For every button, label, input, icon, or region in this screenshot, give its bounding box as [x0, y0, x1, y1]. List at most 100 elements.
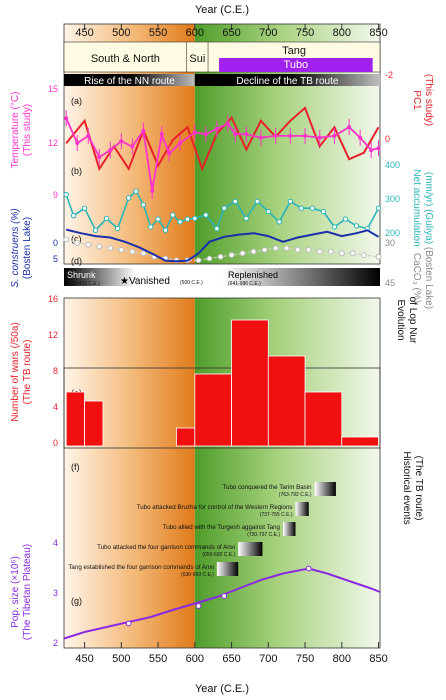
bottom-tick-label: 600: [186, 653, 204, 665]
event-label: Tubo attacked the four garrison commands…: [97, 544, 235, 551]
wars-bar: [267, 355, 306, 447]
pop-axis-subtitle: (The Tibetan Plateau): [22, 544, 33, 640]
top-tick-label: 500: [112, 27, 130, 39]
caco3-point: [375, 253, 382, 260]
wars-bar: [194, 373, 232, 447]
temperature-point: [141, 128, 146, 133]
event-years: (763-792 C.E.): [279, 492, 312, 498]
lop-nur-vanished-label: ★Vanished: [120, 276, 170, 287]
event-label: Tang established the four garrison comma…: [68, 564, 214, 571]
bottom-axis-ticks: 450 500 550 600 650 700 750 800 850: [75, 642, 388, 665]
caco3-point: [195, 257, 202, 264]
temperature-point: [150, 188, 155, 193]
temperature-point: [159, 132, 164, 137]
net-accumulation-point: [309, 205, 316, 211]
left-axis-ticks: 15 12 9 0 5 16 12 8 4 0 4 3 2: [48, 84, 58, 648]
temperature-point: [64, 116, 69, 121]
wars-tick-12: 12: [48, 330, 58, 340]
event-label: Tubo conquered the Tarim Basin: [223, 484, 313, 491]
lop-nur-shrunk-label: Shrunk: [67, 270, 96, 280]
wars-axis-subtitle: (The TB route): [22, 340, 33, 405]
wars-tick-16: 16: [48, 294, 58, 304]
top-tick-label: 750: [296, 27, 314, 39]
temperature-point: [288, 133, 293, 138]
temperature-point: [317, 135, 322, 140]
event-years: (737-755 C.E.): [260, 512, 293, 518]
right-axis-titles: PC1 (This study) Net accumulation (mm/yr…: [395, 74, 434, 525]
caco3-point: [63, 236, 70, 243]
wars-tick-4: 4: [53, 402, 58, 412]
event-label: Tubo allied with the Turgesh aggainst Ta…: [163, 524, 281, 531]
caco3-point: [305, 246, 312, 253]
acc-axis-title: Net accumulation: [411, 169, 422, 246]
event-label: Tubo attacked Bruzha for control of the …: [137, 504, 293, 511]
caco3-axis-title: CaCO₃ (%): [411, 253, 422, 303]
caco3-point: [107, 245, 114, 252]
route-bar-nn: [64, 74, 195, 86]
net-accumulation-point: [177, 219, 183, 225]
temperature-point: [108, 148, 113, 153]
caco3-point: [316, 248, 323, 255]
panel-letter-d: (d): [71, 256, 82, 266]
net-accumulation-point: [254, 198, 260, 205]
caco3-point: [228, 252, 235, 258]
lop-nur-shrunk-bar: [64, 268, 136, 286]
net-accumulation-point: [276, 219, 283, 225]
dynasty-labels: South & North Sui Tang: [91, 42, 306, 72]
caco3-point: [140, 250, 147, 257]
bottom-tick-label: 500: [112, 653, 130, 665]
net-accumulation-point: [375, 205, 382, 211]
net-accumulation-point: [243, 215, 249, 222]
left-axis-titles: Temperature (°C) (This study) S. constru…: [10, 92, 33, 640]
wars-bar: [65, 391, 85, 447]
route-bar-tb: [194, 74, 380, 86]
caco3-tick-30: 30: [385, 238, 395, 248]
temperature-point: [347, 125, 352, 130]
net-accumulation-point: [353, 223, 360, 229]
wars-bar: [341, 436, 379, 447]
temperature-point: [233, 132, 238, 137]
temperature-point: [303, 133, 308, 138]
net-accumulation-point: [170, 212, 176, 218]
wars-bar: [231, 319, 269, 447]
temperature-point: [75, 141, 80, 145]
bottom-tick-label: 450: [75, 653, 93, 665]
wars-bar: [304, 391, 343, 447]
events-axis-title: Historical events: [401, 451, 412, 524]
lop-nur-shrunk-years: (360-470 C.E.): [67, 281, 100, 287]
temperature-point: [119, 139, 124, 144]
caco3-point: [283, 245, 290, 252]
tubo-bar: [219, 58, 373, 72]
pop-size-point: [221, 593, 228, 599]
bottom-panel-frame: [63, 367, 381, 649]
acc-tick-300: 300: [385, 194, 400, 204]
net-accumulation-point: [148, 224, 154, 230]
caco3-point: [96, 243, 103, 250]
caco3-point: [349, 250, 356, 257]
caco3-point: [129, 248, 136, 255]
bottom-tick-label: 750: [296, 653, 314, 665]
lop-nur-replenished-bar: [222, 268, 380, 286]
net-accumulation-point: [114, 225, 121, 232]
panel-b-series: [63, 188, 382, 234]
caco3-point: [206, 255, 213, 262]
net-accumulation-point: [63, 191, 69, 198]
panel-letter-g: (g): [71, 596, 82, 606]
event-bar: [216, 562, 239, 576]
pop-size-point: [305, 565, 312, 572]
net-accumulation-point: [342, 216, 349, 222]
pc1-tick-neg2: -2: [385, 70, 393, 80]
right-axis-ticks: -2 0 400 300 200 30 45: [385, 70, 400, 288]
temperature-point: [130, 144, 135, 149]
event-bar: [314, 482, 336, 496]
top-axis-ticks: 450 500 550 600 650 700 750 800 850: [75, 24, 388, 39]
sc-tick-5: 5: [53, 254, 58, 264]
temperature-point: [86, 133, 91, 138]
temperature-point: [258, 135, 263, 140]
caco3-point: [338, 250, 345, 257]
caco3-point: [85, 241, 92, 248]
net-accumulation-point: [298, 205, 305, 211]
top-axis-title: Year (C.E.): [195, 4, 249, 16]
temperature-point: [178, 141, 183, 145]
